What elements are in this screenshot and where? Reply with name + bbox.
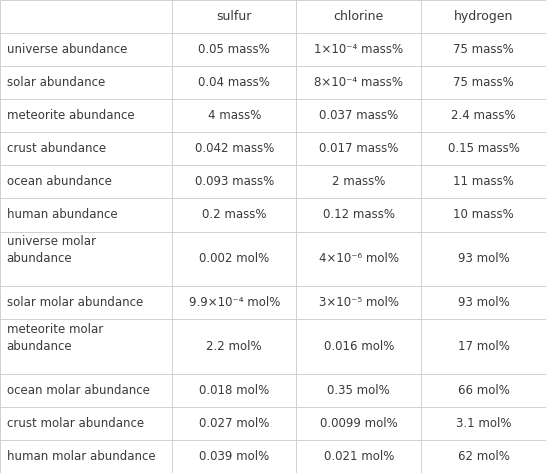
Text: hydrogen: hydrogen [454,10,513,23]
Text: ocean abundance: ocean abundance [7,175,111,188]
Text: solar molar abundance: solar molar abundance [7,296,143,309]
Text: chlorine: chlorine [334,10,384,23]
Text: 2 mass%: 2 mass% [332,175,385,188]
Text: ocean molar abundance: ocean molar abundance [7,384,150,397]
Text: 0.002 mol%: 0.002 mol% [199,252,269,265]
Text: human molar abundance: human molar abundance [7,450,155,463]
Text: universe molar
abundance: universe molar abundance [7,236,96,265]
Text: 0.017 mass%: 0.017 mass% [319,142,399,155]
Text: 0.039 mol%: 0.039 mol% [199,450,269,463]
Text: crust abundance: crust abundance [7,142,106,155]
Text: 0.12 mass%: 0.12 mass% [323,209,395,221]
Text: human abundance: human abundance [7,209,117,221]
Text: 0.093 mass%: 0.093 mass% [194,175,274,188]
Text: 0.0099 mol%: 0.0099 mol% [320,417,397,430]
Text: crust molar abundance: crust molar abundance [7,417,144,430]
Text: 1×10⁻⁴ mass%: 1×10⁻⁴ mass% [314,43,403,56]
Text: 93 mol%: 93 mol% [458,296,509,309]
Text: meteorite abundance: meteorite abundance [7,109,134,122]
Text: 0.018 mol%: 0.018 mol% [199,384,269,397]
Text: 9.9×10⁻⁴ mol%: 9.9×10⁻⁴ mol% [188,296,280,309]
Text: 10 mass%: 10 mass% [453,209,514,221]
Text: 2.4 mass%: 2.4 mass% [451,109,516,122]
Text: 75 mass%: 75 mass% [453,43,514,56]
Text: meteorite molar
abundance: meteorite molar abundance [7,323,103,353]
Text: 0.04 mass%: 0.04 mass% [198,76,270,89]
Text: 0.037 mass%: 0.037 mass% [319,109,399,122]
Text: 3×10⁻⁵ mol%: 3×10⁻⁵ mol% [319,296,399,309]
Text: 0.05 mass%: 0.05 mass% [198,43,270,56]
Text: 0.2 mass%: 0.2 mass% [202,209,266,221]
Text: 0.027 mol%: 0.027 mol% [199,417,269,430]
Text: 8×10⁻⁴ mass%: 8×10⁻⁴ mass% [314,76,403,89]
Text: 17 mol%: 17 mol% [458,340,509,353]
Text: solar abundance: solar abundance [7,76,105,89]
Text: 62 mol%: 62 mol% [458,450,509,463]
Text: 75 mass%: 75 mass% [453,76,514,89]
Text: sulfur: sulfur [217,10,252,23]
Text: 0.021 mol%: 0.021 mol% [324,450,394,463]
Text: 2.2 mol%: 2.2 mol% [206,340,262,353]
Text: 3.1 mol%: 3.1 mol% [456,417,511,430]
Text: universe abundance: universe abundance [7,43,127,56]
Text: 4 mass%: 4 mass% [207,109,261,122]
Text: 4×10⁻⁶ mol%: 4×10⁻⁶ mol% [319,252,399,265]
Text: 66 mol%: 66 mol% [458,384,509,397]
Text: 11 mass%: 11 mass% [453,175,514,188]
Text: 0.016 mol%: 0.016 mol% [324,340,394,353]
Text: 0.15 mass%: 0.15 mass% [448,142,519,155]
Text: 93 mol%: 93 mol% [458,252,509,265]
Text: 0.042 mass%: 0.042 mass% [194,142,274,155]
Text: 0.35 mol%: 0.35 mol% [328,384,390,397]
